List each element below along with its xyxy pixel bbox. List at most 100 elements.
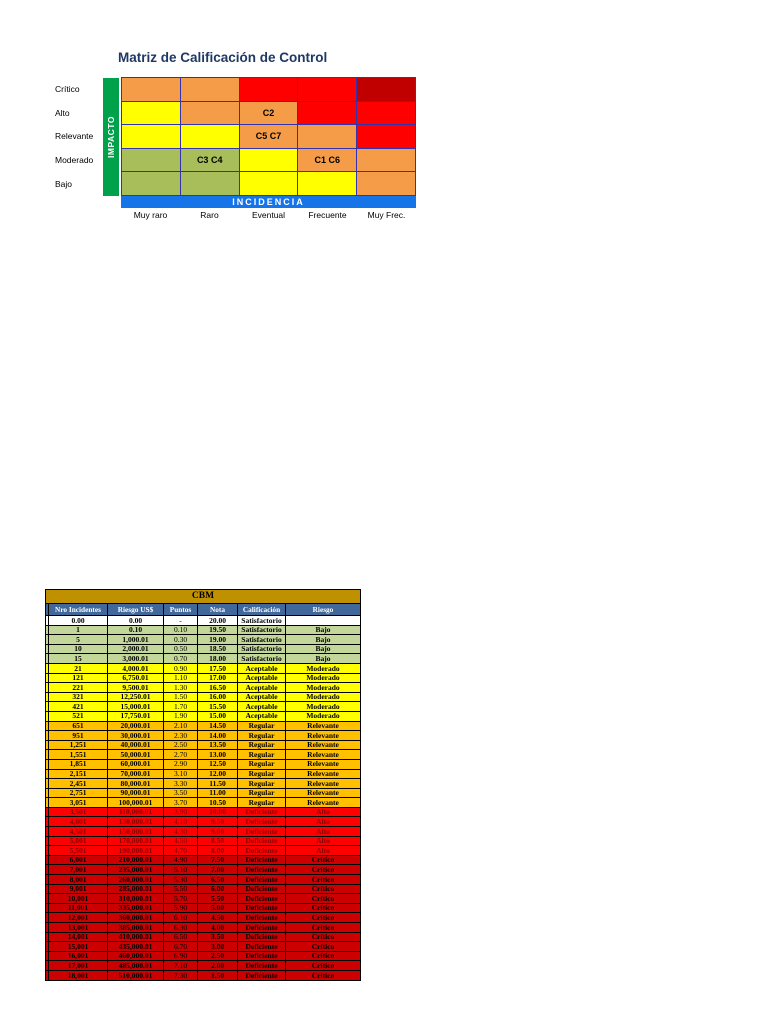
table-cell: 1.50 xyxy=(197,969,238,981)
table-cell: Aceptable xyxy=(237,701,286,712)
table-row: 421 15,000.01 1.70 15.50 Aceptable Moderado xyxy=(45,701,362,712)
table-cell: 460,000.01 xyxy=(107,950,164,962)
table-cell: Relevante xyxy=(284,739,362,751)
table-cell: Deficiente xyxy=(237,931,286,943)
table-cell: 1,000.01 xyxy=(107,634,164,645)
table-cell: 12.00 xyxy=(197,768,238,780)
table-cell: 3.70 xyxy=(163,797,198,808)
table-cell: 170,000.01 xyxy=(107,835,164,847)
table-cell: 510,000.01 xyxy=(107,969,164,981)
table-cell: 6.50 xyxy=(197,874,238,885)
table-row: 7,001 235,000.01 5.10 7.00 Deficiente Crítico xyxy=(45,864,362,876)
table-cell: 9,500.01 xyxy=(107,682,164,693)
matrix-cell xyxy=(180,78,239,101)
matrix-impact-label: Bajo xyxy=(55,179,73,190)
table-cell: 260,000.01 xyxy=(107,874,164,885)
table-cell: 20.00 xyxy=(197,615,238,626)
table-row: 16,001 460,000.01 6.90 2.50 Deficiente Crític… xyxy=(45,950,362,962)
table-cell: Deficiente xyxy=(237,883,286,895)
table-cell: 4,000.01 xyxy=(107,662,164,674)
table-cell: 360,000.01 xyxy=(107,912,164,923)
matrix-cell xyxy=(298,101,357,125)
table-cell: 17,001 xyxy=(48,960,108,971)
incidence-axis-label: INCIDENCIA xyxy=(232,197,305,207)
cbm-rating-table: CBM Nro Incidentes Riesgo US$ Puntos Nota Cal… xyxy=(44,589,362,981)
table-cell: Crítico xyxy=(284,950,362,962)
table-cell: 521 xyxy=(48,710,108,722)
table-cell: 3,501 xyxy=(48,806,108,818)
table-cell: 10.00 xyxy=(197,806,238,818)
table-cell: 0.00 xyxy=(48,615,108,626)
table-cell: Alto xyxy=(284,845,362,856)
table-cell: 1.10 xyxy=(163,672,198,684)
matrix-impact-label: Relevante xyxy=(55,131,94,142)
table-cell: 3.50 xyxy=(197,931,238,943)
table-cell: 190,000.01 xyxy=(107,845,164,856)
table-cell: 951 xyxy=(48,730,108,741)
table-cell: 6.90 xyxy=(163,950,198,962)
table-row: 3,501 110,000.01 3.90 10.00 Deficiente Alto xyxy=(45,806,362,818)
table-cell: 11.00 xyxy=(197,787,238,799)
matrix-cell xyxy=(357,101,415,125)
table-cell: Bajo xyxy=(284,634,362,645)
table-cell: 6,750.01 xyxy=(107,672,164,684)
table-cell: 18,001 xyxy=(48,969,108,981)
table-cell: 1.70 xyxy=(163,701,198,712)
matrix-incidence-labels: Muy raro Raro Eventual Frecuente Muy Frec. xyxy=(121,210,416,220)
table-cell: 5.70 xyxy=(163,893,198,904)
table-cell: Regular xyxy=(237,749,286,760)
table-cell: 2.00 xyxy=(197,960,238,971)
table-cell: 100,000.01 xyxy=(107,797,164,808)
table-cell: 40,000.01 xyxy=(107,739,164,751)
table-cell: 410,000.01 xyxy=(107,931,164,943)
table-cell: Relevante xyxy=(284,730,362,741)
table-cell: 7,001 xyxy=(48,864,108,876)
column-header: Calificación xyxy=(237,603,286,616)
table-cell: 321 xyxy=(48,691,108,703)
table-cell: 10 xyxy=(48,643,108,655)
table-cell: Alto xyxy=(284,806,362,818)
table-row: 6,001 210,000.01 4.90 7.50 Deficiente Crítico xyxy=(45,854,362,866)
matrix-cell xyxy=(180,125,239,148)
table-row: 21 4,000.01 0.90 17.50 Aceptable Moderado xyxy=(45,662,362,674)
table-cell: 2.50 xyxy=(197,950,238,962)
table-cell: Alto xyxy=(284,816,362,828)
table-cell: 130,000.01 xyxy=(107,816,164,828)
table-cell: Bajo xyxy=(284,653,362,664)
matrix-impact-label: Moderado xyxy=(55,155,94,166)
table-cell: 3,000.01 xyxy=(107,653,164,664)
table-cell: Aceptable xyxy=(237,710,286,722)
matrix-title: Matriz de Calificación de Control xyxy=(118,50,328,65)
table-cell: Deficiente xyxy=(237,835,286,847)
table-cell: 4.30 xyxy=(163,826,198,837)
table-cell: 90,000.01 xyxy=(107,787,164,799)
table-row: 9,001 285,000.01 5.50 6.00 Deficiente Crítico xyxy=(45,883,362,895)
table-cell: Deficiente xyxy=(237,922,286,933)
table-cell: 12,250.01 xyxy=(107,691,164,703)
table-row: 521 17,750.01 1.90 15.00 Aceptable Moderado xyxy=(45,710,362,722)
table-cell: 4.10 xyxy=(163,816,198,828)
table-row: 15 3,000.01 0.70 18.00 Satisfactorio Bajo xyxy=(45,653,362,664)
table-row: 321 12,250.01 1.50 16.00 Aceptable Moderado xyxy=(45,691,362,703)
table-header-row: Nro Incidentes Riesgo US$ Puntos Nota Califi… xyxy=(45,603,362,616)
table-row: 12,001 360,000.01 6.10 4.50 Deficiente Crític… xyxy=(45,912,362,923)
table-cell: 12,001 xyxy=(48,912,108,923)
table-cell: Deficiente xyxy=(237,816,286,828)
table-cell: 2.90 xyxy=(163,758,198,770)
table-row: 221 9,500.01 1.30 16.50 Aceptable Moderado xyxy=(45,682,362,693)
table-cell: Aceptable xyxy=(237,691,286,703)
table-cell: 13.50 xyxy=(197,739,238,751)
table-cell: 0.70 xyxy=(163,653,198,664)
table-cell: 7.10 xyxy=(163,960,198,971)
incidence-axis-band: INCIDENCIA xyxy=(121,196,416,208)
table-row: 13,001 385,000.01 6.30 4.00 Deficiente Crític… xyxy=(45,922,362,933)
column-header: Riesgo US$ xyxy=(107,603,164,616)
table-cell: 7.00 xyxy=(197,864,238,876)
table-cell: 421 xyxy=(48,701,108,712)
table-cell: 8,001 xyxy=(48,874,108,885)
table-row: 0.00 0.00-20.00 Satisfactorio xyxy=(45,615,362,626)
table-cell: Relevante xyxy=(284,768,362,780)
table-cell: 15.50 xyxy=(197,701,238,712)
table-row: 8,001 260,000.01 5.30 6.50 Deficiente Crítico xyxy=(45,874,362,885)
table-cell: Deficiente xyxy=(237,826,286,837)
